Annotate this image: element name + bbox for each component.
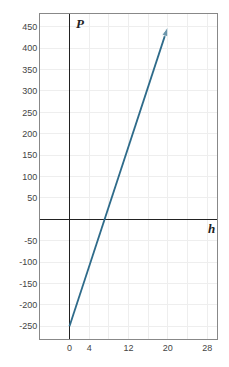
svg-text:400: 400	[22, 43, 37, 53]
svg-text:200: 200	[22, 129, 37, 139]
svg-text:-250: -250	[19, 321, 37, 331]
svg-text:28: 28	[202, 343, 212, 353]
svg-text:250: 250	[22, 108, 37, 118]
svg-text:-50: -50	[24, 236, 37, 246]
svg-text:50: 50	[27, 193, 37, 203]
svg-text:12: 12	[123, 343, 133, 353]
svg-text:300: 300	[22, 86, 37, 96]
svg-text:-150: -150	[19, 279, 37, 289]
svg-text:-200: -200	[19, 300, 37, 310]
svg-text:h: h	[208, 221, 215, 236]
svg-text:100: 100	[22, 172, 37, 182]
svg-text:4: 4	[87, 343, 92, 353]
svg-text:20: 20	[163, 343, 173, 353]
svg-text:450: 450	[22, 22, 37, 32]
svg-text:350: 350	[22, 65, 37, 75]
svg-text:150: 150	[22, 150, 37, 160]
svg-text:-100: -100	[19, 257, 37, 267]
svg-text:0: 0	[67, 343, 72, 353]
svg-text:P: P	[76, 16, 85, 31]
